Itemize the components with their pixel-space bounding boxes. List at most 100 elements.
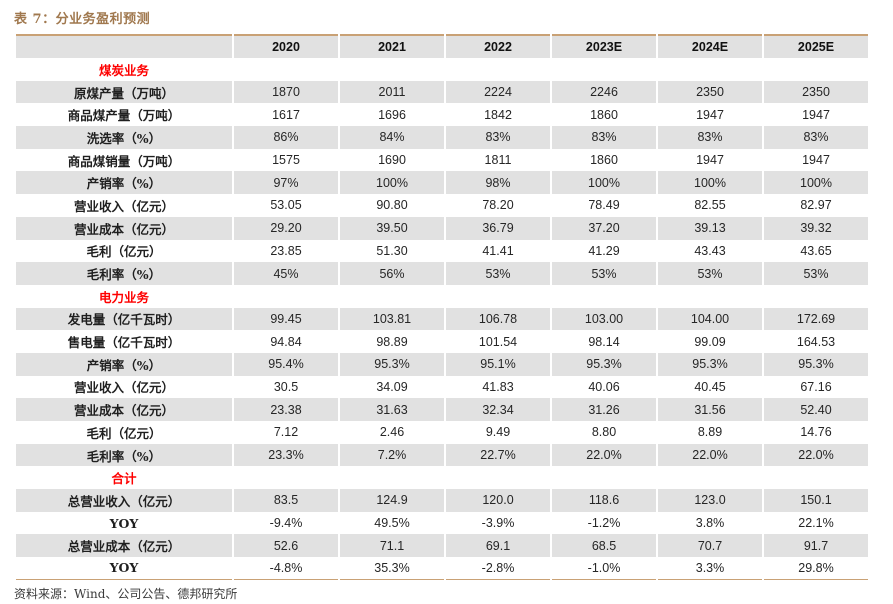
table-row: 毛利（亿元） 23.85 51.30 41.41 41.29 43.43 43.65: [16, 240, 868, 263]
cell-value: 94.84: [270, 334, 302, 349]
row-label: 原煤产量（万吨）: [16, 80, 232, 104]
cell-value: 1947: [802, 107, 830, 122]
cell-value: 31.26: [552, 398, 656, 421]
cell-value: 1617: [272, 107, 300, 122]
cell-value: 98%: [446, 171, 550, 195]
cell-value: 7.2%: [340, 443, 444, 467]
table-row: 营业成本（亿元） 23.38 31.63 32.34 31.26 31.56 52.40: [16, 398, 868, 421]
cell-value: [764, 466, 868, 489]
cell-value: 1860: [590, 153, 618, 168]
cell-value: 8.89: [697, 425, 723, 440]
cell-value: 95.3%: [552, 352, 656, 376]
cell-value: 101.54: [478, 334, 518, 349]
cell-value: 83%: [764, 126, 868, 149]
cell-value: 39.32: [764, 216, 868, 240]
cell-value: 95.3%: [658, 352, 762, 376]
table-row: 洗选率（%） 86% 84% 83% 83% 83% 83%: [16, 126, 868, 149]
row-label: YOY: [16, 557, 232, 580]
year-column-header: 2024E: [658, 34, 762, 58]
row-label: 总营业收入（亿元）: [16, 489, 232, 512]
cell-value: 8.80: [591, 425, 617, 440]
cell-value: 99.09: [694, 334, 726, 349]
cell-value: 1690: [378, 153, 406, 168]
cell-value: 37.20: [552, 216, 656, 240]
table-row: 毛利率（%） 45% 56% 53% 53% 53% 53%: [16, 262, 868, 285]
table-row: 营业收入（亿元） 53.05 90.80 78.20 78.49 82.55 82.97: [16, 194, 868, 217]
cell-value: 67.16: [800, 379, 832, 394]
cell-value: -3.9%: [481, 516, 515, 531]
cell-value: 45%: [234, 262, 338, 285]
cell-value: 91.7: [764, 534, 868, 558]
cell-value: 14.76: [800, 425, 832, 440]
cell-value: 22.0%: [552, 443, 656, 467]
cell-value: 22.7%: [446, 443, 550, 467]
cell-value: 100%: [764, 171, 868, 195]
cell-value: 22.1%: [798, 516, 834, 531]
cell-value: 103.00: [552, 307, 656, 331]
table-row: 产销率（%） 95.4% 95.3% 95.1% 95.3% 95.3% 95.3%: [16, 352, 868, 376]
cell-value: 22.0%: [764, 443, 868, 467]
row-label: 毛利（亿元）: [86, 244, 162, 260]
cell-value: 106.78: [446, 307, 550, 331]
row-label: 售电量（亿千瓦时）: [67, 335, 181, 351]
cell-value: 71.1: [340, 534, 444, 558]
cell-value: 32.34: [446, 398, 550, 421]
cell-value: [234, 58, 338, 81]
cell-value: 53%: [446, 262, 550, 285]
table-row: 售电量（亿千瓦时） 94.84 98.89 101.54 98.14 99.09 164.5…: [16, 330, 868, 353]
row-label: 营业收入（亿元）: [73, 198, 174, 214]
cell-value: 1842: [484, 107, 512, 122]
cell-value: [340, 466, 444, 489]
cell-value: 51.30: [376, 243, 408, 258]
cell-value: [340, 285, 444, 308]
year-column-header: 2025E: [764, 34, 868, 58]
cell-value: 1575: [272, 153, 300, 168]
cell-value: 39.50: [340, 216, 444, 240]
cell-value: 100%: [552, 171, 656, 195]
source-note: 资料来源：Wind、公司公告、德邦研究所: [14, 586, 238, 601]
cell-value: [340, 58, 444, 81]
row-label: 总营业成本（亿元）: [16, 534, 232, 558]
row-label: 商品煤销量（万吨）: [67, 153, 181, 169]
row-label: 毛利（亿元）: [86, 425, 162, 441]
cell-value: 68.5: [552, 534, 656, 558]
cell-value: 98.89: [376, 334, 408, 349]
table-row: 总营业收入（亿元） 83.5 124.9 120.0 118.6 123.0 150.1: [16, 489, 868, 512]
cell-value: 2350: [764, 80, 868, 104]
row-label: 产销率（%）: [16, 352, 232, 376]
cell-value: 95.4%: [234, 352, 338, 376]
cell-value: 39.13: [658, 216, 762, 240]
cell-value: 31.56: [658, 398, 762, 421]
table-row: 总营业成本（亿元） 52.6 71.1 69.1 68.5 70.7 91.7: [16, 534, 868, 558]
cell-value: 30.5: [273, 379, 299, 394]
cell-value: [234, 466, 338, 489]
cell-value: [658, 466, 762, 489]
cell-value: 23.3%: [234, 443, 338, 467]
cell-value: 2011: [340, 80, 444, 104]
cell-value: [446, 285, 550, 308]
cell-value: 1860: [590, 107, 618, 122]
row-label: 洗选率（%）: [16, 126, 232, 149]
cell-value: 9.49: [485, 425, 511, 440]
table-row: 商品煤销量（万吨） 1575 1690 1811 1860 1947 1947: [16, 149, 868, 172]
cell-value: 52.6: [234, 534, 338, 558]
table-row: 毛利率（%） 23.3% 7.2% 22.7% 22.0% 22.0% 22.0%: [16, 443, 868, 467]
cell-value: 41.29: [588, 243, 620, 258]
year-column-header: 2021: [340, 34, 444, 58]
cell-value: 41.83: [482, 379, 514, 394]
section-label: 电力业务: [98, 289, 149, 305]
row-label: 毛利率（%）: [16, 262, 232, 285]
cell-value: [658, 285, 762, 308]
cell-value: [446, 466, 550, 489]
cell-value: 120.0: [446, 489, 550, 512]
cell-value: 43.43: [694, 243, 726, 258]
cell-value: 3.3%: [658, 557, 762, 580]
cell-value: [234, 285, 338, 308]
cell-value: 31.63: [340, 398, 444, 421]
cell-value: 83%: [446, 126, 550, 149]
cell-value: 164.53: [796, 334, 836, 349]
cell-value: 40.06: [588, 379, 620, 394]
row-label: 产销率（%）: [16, 171, 232, 195]
row-label: 营业成本（亿元）: [16, 398, 232, 421]
